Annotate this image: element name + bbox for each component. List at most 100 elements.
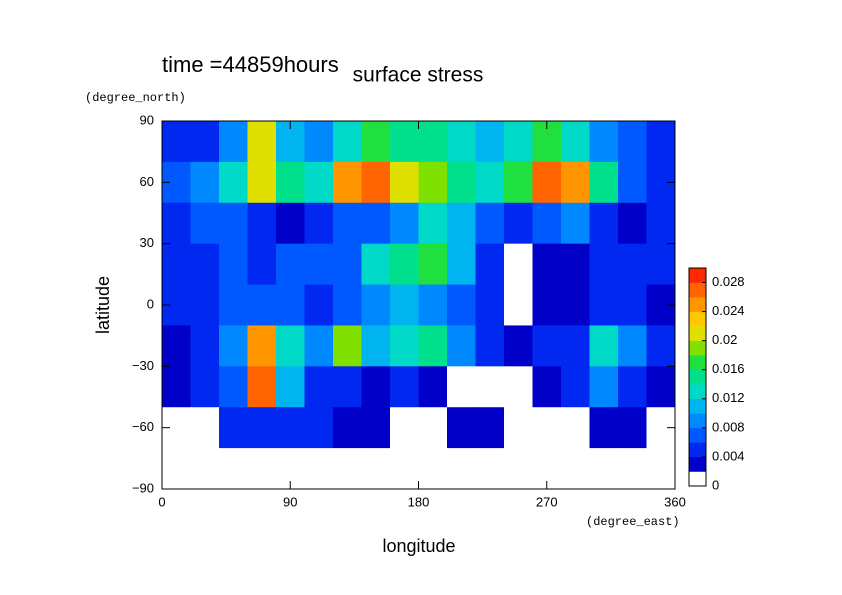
field-cell — [618, 243, 647, 286]
field-cell — [190, 202, 220, 245]
field-cell — [646, 202, 676, 245]
field-cell — [418, 202, 448, 245]
field-cell — [276, 202, 305, 245]
field-cell — [276, 325, 305, 367]
chart-title: surface stress — [353, 64, 484, 87]
field-cell — [504, 121, 533, 163]
field-cell — [219, 121, 248, 163]
field-cell — [561, 243, 590, 286]
field-cell — [589, 407, 619, 449]
field-cell — [475, 448, 505, 490]
field-cell — [190, 243, 220, 286]
field-cell — [646, 366, 676, 408]
field-cell — [219, 448, 248, 490]
field-cell — [475, 202, 505, 245]
x-tick-label: 90 — [283, 494, 297, 509]
field-cell — [618, 366, 647, 408]
colorbar-swatch — [689, 268, 706, 283]
field-cell — [361, 448, 391, 490]
colorbar-swatch — [689, 311, 706, 327]
field-cell — [247, 448, 277, 490]
field-cell — [589, 243, 619, 286]
field-cell — [162, 243, 191, 286]
field-cell — [504, 407, 533, 449]
colorbar-tick-label: 0.02 — [712, 332, 737, 347]
field-cell — [589, 284, 619, 326]
field-cell — [475, 161, 505, 204]
field-cell — [219, 161, 248, 204]
field — [162, 121, 676, 490]
colorbar-tick-label: 0.024 — [712, 303, 745, 318]
field-cell — [532, 366, 562, 408]
field-cell — [390, 407, 419, 449]
field-cell — [561, 407, 590, 449]
field-cell — [561, 161, 590, 204]
field-cell — [219, 325, 248, 367]
field-cell — [418, 325, 448, 367]
colorbar-swatch — [689, 369, 706, 385]
field-cell — [333, 243, 362, 286]
field-cell — [646, 243, 676, 286]
field-cell — [447, 448, 476, 490]
colorbar-swatch — [689, 282, 706, 298]
field-cell — [618, 202, 647, 245]
field-cell — [247, 284, 277, 326]
field-cell — [618, 325, 647, 367]
x-tick-label: 0 — [158, 494, 165, 509]
y-tick-label: 30 — [140, 235, 154, 250]
field-cell — [418, 407, 448, 449]
field-cell — [447, 161, 476, 204]
field-cell — [361, 325, 391, 367]
field-cell — [589, 366, 619, 408]
field-cell — [247, 366, 277, 408]
field-cell — [304, 202, 334, 245]
field-cell — [589, 202, 619, 245]
field-cell — [532, 243, 562, 286]
colorbar-swatch — [689, 398, 706, 414]
field-cell — [276, 284, 305, 326]
field-cell — [162, 366, 191, 408]
field-cell — [447, 325, 476, 367]
field-cell — [618, 161, 647, 204]
field-cell — [447, 202, 476, 245]
field-cell — [219, 407, 248, 449]
field-cell — [532, 284, 562, 326]
field-cell — [504, 243, 533, 286]
y-tick-label: 90 — [140, 112, 154, 127]
y-tick-label: −30 — [132, 358, 154, 373]
field-cell — [304, 325, 334, 367]
colorbar-swatch — [689, 413, 706, 429]
x-axis-label: longitude — [382, 536, 455, 556]
field-cell — [333, 448, 362, 490]
field-cell — [447, 243, 476, 286]
field-cell — [418, 121, 448, 163]
field-cell — [418, 243, 448, 286]
field-cell — [475, 407, 505, 449]
field-cell — [561, 366, 590, 408]
field-cell — [532, 161, 562, 204]
field-cell — [361, 243, 391, 286]
field-cell — [333, 121, 362, 163]
field-cell — [333, 202, 362, 245]
field-cell — [390, 325, 419, 367]
colorbar-swatch — [689, 340, 706, 356]
field-cell — [646, 448, 676, 490]
field-cell — [219, 366, 248, 408]
field-cell — [190, 407, 220, 449]
field-cell — [190, 161, 220, 204]
field-cell — [361, 202, 391, 245]
y-tick-label: −60 — [132, 419, 154, 434]
field-cell — [589, 161, 619, 204]
field-cell — [504, 448, 533, 490]
field-cell — [190, 448, 220, 490]
field-cell — [418, 161, 448, 204]
colorbar-swatch — [689, 355, 706, 371]
field-cell — [276, 243, 305, 286]
field-cell — [390, 202, 419, 245]
field-cell — [304, 121, 334, 163]
field-cell — [304, 243, 334, 286]
field-cell — [219, 284, 248, 326]
colorbar-tick-label: 0.028 — [712, 274, 745, 289]
field-cell — [162, 202, 191, 245]
